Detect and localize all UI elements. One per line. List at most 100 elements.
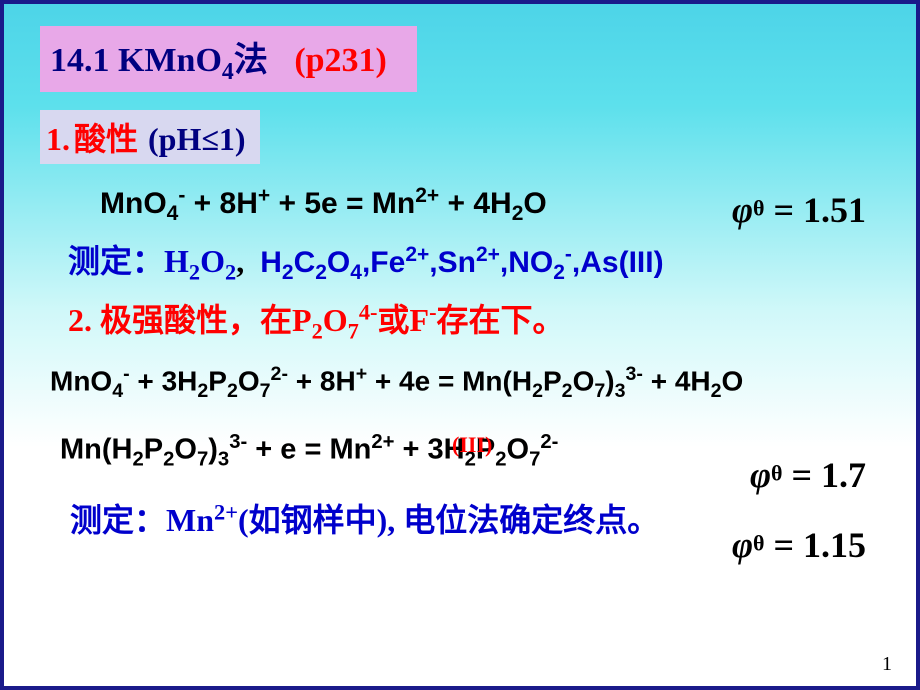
phi2-sup: θ	[771, 461, 782, 486]
title-main: 14.1 KMnO4法	[50, 42, 276, 79]
eq1-p9: O	[523, 187, 546, 220]
s2-s1: 2	[312, 319, 323, 344]
e2-4: 2	[197, 380, 208, 402]
eq1-p3: + 8H	[185, 187, 258, 220]
e2-23: O	[722, 365, 744, 396]
section2: 2. 极强酸性，在P2O74-或F-存在下。	[68, 295, 880, 344]
s2-num: 2.	[68, 302, 92, 338]
e3-6: )	[208, 433, 218, 465]
m1-comma: ,	[236, 243, 260, 279]
measure1-row: 测定：H2O2, H2C2O4,Fe2+,Sn2+,NO2-,As(III)	[68, 236, 880, 285]
phi2-val: = 1.7	[782, 455, 866, 495]
ml1: 2	[282, 261, 294, 284]
e2-9: 2-	[271, 363, 288, 385]
e2-22: 2	[711, 380, 722, 402]
e2-20: 3-	[626, 363, 643, 385]
phi1-symbol: φ	[732, 190, 753, 230]
e3-0: Mn(H	[60, 433, 132, 465]
s2-fsup: -	[429, 300, 436, 325]
ml0: H	[260, 246, 282, 279]
ml8: ,Sn	[429, 246, 476, 279]
title-sub4: 4	[222, 59, 234, 85]
e3-7: 3	[218, 448, 229, 470]
equation1-row: MnO4- + 8H+ + 5e = Mn2+ + 4H2O φθ = 1.51	[40, 184, 880, 226]
s2-b: O	[323, 302, 348, 338]
ml11: 2	[553, 261, 565, 284]
e2-15: 2	[562, 380, 573, 402]
section1-num: 1.	[46, 121, 70, 157]
phi1-sup: θ	[753, 196, 764, 221]
ml5: 4	[350, 261, 362, 284]
eq1-p0: MnO	[100, 187, 167, 220]
e2-17: 7	[594, 380, 605, 402]
ml10: ,NO	[500, 246, 553, 279]
e3-14: 2	[495, 448, 506, 470]
title-page: (p231)	[294, 42, 387, 79]
ml2: C	[294, 246, 316, 279]
ml13: ,As(III)	[572, 246, 664, 279]
e2-7: O	[238, 365, 260, 396]
s2-a: 极强酸性，在P	[100, 302, 312, 338]
phi1-val: = 1.51	[764, 190, 866, 230]
phi2-block: φθ = 1.7	[750, 454, 866, 496]
measure1-h2o2: H2O2	[164, 243, 236, 279]
eq1-p6: 2+	[415, 184, 439, 207]
title-zh: 法	[234, 42, 268, 79]
phi3-block: φθ = 1.15	[732, 524, 866, 566]
e2-8: 7	[260, 380, 271, 402]
iii-note: (III)	[452, 432, 492, 458]
s2-sup: 4-	[359, 300, 378, 325]
equation1: MnO4- + 8H+ + 5e = Mn2+ + 4H2O	[100, 184, 547, 226]
e3-15: O	[507, 433, 530, 465]
e3-5: 7	[197, 448, 208, 470]
e3-3: 2	[163, 448, 174, 470]
e2-11: +	[356, 363, 367, 385]
eq1-p1: 4	[167, 202, 179, 225]
e2-10: + 8H	[288, 365, 356, 396]
section1-label: 酸性	[74, 121, 138, 157]
final-label: 测定：Mn	[70, 502, 214, 538]
eq1-p4: +	[258, 184, 270, 207]
measure1-label: 测定：	[68, 243, 164, 279]
ml4: O	[327, 246, 350, 279]
e2-16: O	[573, 365, 595, 396]
m1-h: H	[164, 243, 189, 279]
e3-8: 3-	[229, 431, 247, 453]
ml9: 2+	[476, 243, 500, 266]
s2-c: 或F	[378, 302, 430, 338]
m1-s2: 2	[225, 259, 236, 284]
e3-16: 7	[529, 448, 540, 470]
e3-2: P	[144, 433, 163, 465]
s2-s2: 7	[348, 319, 359, 344]
section1-box: 1. 酸性 (pH≤1)	[40, 110, 260, 164]
e3-4: O	[174, 433, 197, 465]
m1-o: O	[200, 243, 225, 279]
e2-19: 3	[615, 380, 626, 402]
ml6: ,Fe	[362, 246, 405, 279]
ml7: 2+	[405, 243, 429, 266]
final-rest: (如钢样中), 电位法确定终点。	[238, 502, 659, 538]
e2-21: + 4H	[643, 365, 711, 396]
slide-container: 14.1 KMnO4法 (p231) 1. 酸性 (pH≤1) MnO4- + …	[0, 0, 920, 690]
equation2: MnO4- + 3H2P2O72- + 8H+ + 4e = Mn(H2P2O7…	[50, 363, 880, 403]
e2-18: )	[605, 365, 614, 396]
e2-3: + 3H	[130, 365, 198, 396]
e2-1: 4	[112, 380, 123, 402]
page-number: 1	[882, 653, 892, 676]
m1-s1: 2	[189, 259, 200, 284]
phi3-symbol: φ	[732, 525, 753, 565]
phi3-sup: θ	[753, 531, 764, 556]
e3-9: + e = Mn	[247, 433, 371, 465]
eq1-p5: + 5e = Mn	[270, 187, 415, 220]
e2-12: + 4e = Mn(H	[367, 365, 532, 396]
measure1-list: H2C2O4,Fe2+,Sn2+,NO2-,As(III)	[260, 246, 663, 279]
phi3-val: = 1.15	[764, 525, 866, 565]
e2-5: P	[208, 365, 227, 396]
eq1-p7: + 4H	[439, 187, 512, 220]
e2-13: 2	[532, 380, 543, 402]
eq1-p8: 2	[512, 202, 524, 225]
ml12: -	[565, 243, 572, 266]
ml3: 2	[315, 261, 327, 284]
phi1-block: φθ = 1.51	[732, 189, 866, 231]
phi2-symbol: φ	[750, 455, 771, 495]
